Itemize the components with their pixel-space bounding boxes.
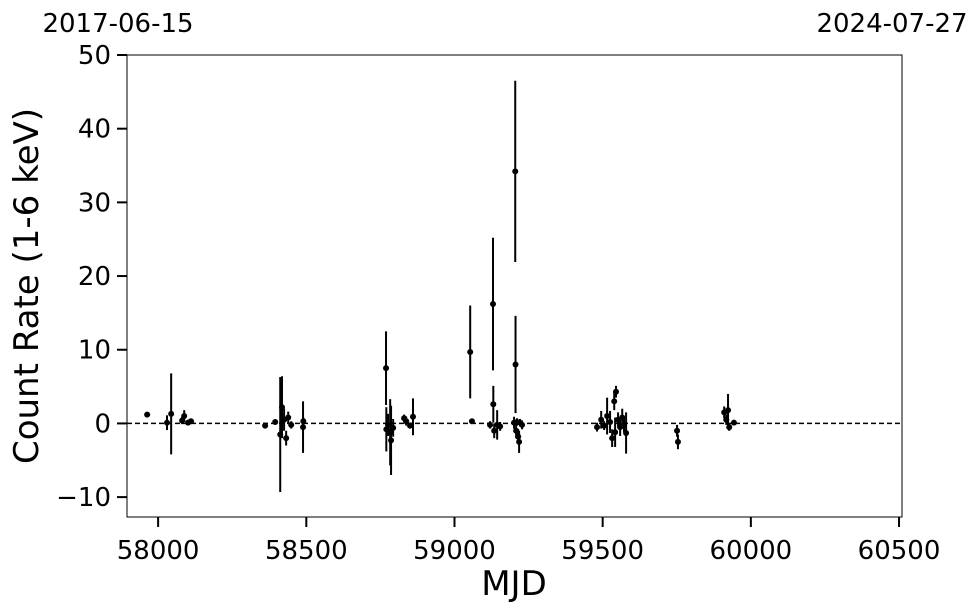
x-tick-label: 60000 (709, 536, 792, 566)
data-point (725, 407, 732, 414)
data-point (144, 411, 151, 418)
data-point (613, 388, 620, 395)
data-point (468, 418, 475, 425)
data-point (604, 413, 611, 420)
data-point (300, 424, 307, 431)
data-point (467, 348, 474, 355)
data-point (407, 422, 414, 429)
plot-frame (126, 54, 903, 518)
x-tick-label: 58500 (265, 536, 348, 566)
data-point (519, 421, 526, 428)
data-point (388, 437, 395, 444)
data-point (674, 438, 681, 445)
data-point (168, 410, 175, 417)
data-point (497, 423, 504, 430)
data-point (383, 365, 390, 372)
x-tick-label: 58000 (117, 536, 200, 566)
y-tick-label: −10 (56, 483, 111, 513)
data-point (288, 421, 295, 428)
y-axis-label: Count Rate (1-6 keV) (7, 108, 47, 464)
data-point (601, 422, 608, 429)
data-point (164, 419, 171, 426)
data-point (674, 427, 681, 434)
data-point (512, 168, 519, 175)
x-tick-label: 60500 (858, 536, 941, 566)
data-point (623, 430, 630, 436)
data-point (403, 418, 410, 425)
data-point (726, 424, 733, 431)
top-right-label: 2024-07-27 (816, 9, 967, 39)
data-point (283, 435, 290, 442)
data-point (490, 301, 497, 308)
data-point (512, 361, 519, 368)
x-axis-label: MJD (481, 564, 547, 604)
data-point (516, 438, 523, 445)
data-point (594, 424, 601, 431)
data-point (611, 398, 618, 405)
y-tick-label: 30 (78, 188, 111, 218)
data-point (487, 421, 494, 428)
data-point (181, 413, 188, 420)
y-tick-label: 20 (78, 262, 111, 292)
data-point (612, 429, 619, 436)
data-point (490, 401, 497, 408)
data-point (300, 418, 307, 425)
y-tick-label: 50 (78, 41, 111, 71)
y-tick-label: 10 (78, 336, 111, 366)
data-point (607, 418, 614, 425)
data-point (285, 414, 292, 421)
x-tick-label: 59000 (413, 536, 496, 566)
data-point (272, 418, 279, 425)
data-point (491, 427, 498, 434)
data-point (730, 419, 737, 426)
data-point (598, 416, 605, 423)
y-tick-label: 0 (94, 409, 111, 439)
top-left-label: 2017-06-15 (42, 9, 193, 39)
data-point (188, 418, 195, 425)
data-point (262, 422, 269, 429)
x-tick-label: 59500 (561, 536, 644, 566)
data-point (409, 413, 416, 420)
y-tick-label: 40 (78, 115, 111, 145)
data-point (390, 424, 397, 431)
data-point (609, 435, 616, 442)
